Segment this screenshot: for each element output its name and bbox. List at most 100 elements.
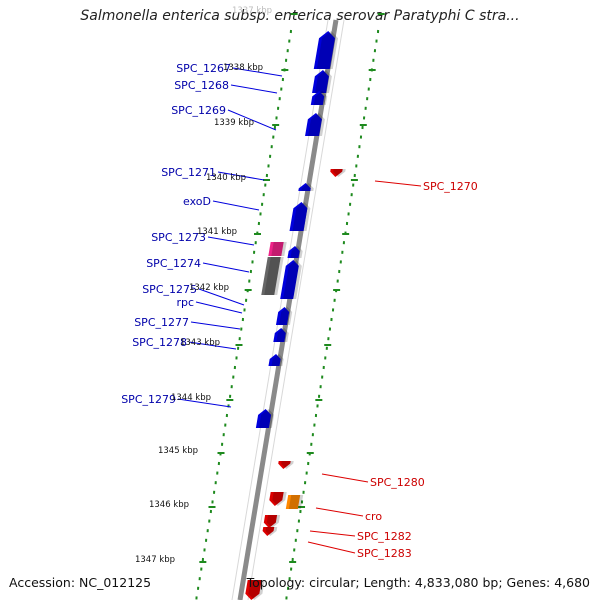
gene-block-12-shade	[258, 409, 275, 428]
gene-red-4-body[interactable]	[263, 515, 278, 528]
gene-label-spc-1278[interactable]: SPC_1278	[132, 336, 187, 349]
gene-red-1-shade	[333, 169, 346, 177]
gene-block-6-shade	[292, 202, 311, 231]
accession-label: Accession: NC_012125	[9, 575, 152, 590]
gene-block-11-body[interactable]	[268, 354, 281, 366]
scale-label: 1342 kbp	[189, 283, 229, 293]
gene-label-spc-1274[interactable]: SPC_1274	[146, 257, 201, 270]
gene-label-exod[interactable]: exoD	[183, 195, 211, 208]
gene-label-spc-1268[interactable]: SPC_1268	[174, 79, 229, 92]
gene-labels: SPC_1267 SPC_1268 SPC_1269 SPC_1271 exoD SPC_…	[121, 62, 478, 560]
gene-block-1-body[interactable]	[313, 31, 336, 69]
gene-red-2-shade	[281, 461, 294, 469]
scale-label: 1338 kbp	[223, 63, 263, 73]
gene-label-spc-1282[interactable]: SPC_1282	[357, 530, 412, 543]
scale-label: 1346 kbp	[149, 500, 189, 510]
leader-line	[195, 301, 243, 314]
gene-red-5-shade	[265, 527, 278, 536]
gene-block-9-body[interactable]	[275, 307, 290, 325]
gene-label-spc-1270[interactable]: SPC_1270	[423, 180, 478, 193]
gene-label-spc-1277[interactable]: SPC_1277	[134, 316, 189, 329]
gene-block-6-body[interactable]	[289, 202, 308, 231]
map-title: Salmonella enterica subsp. enterica sero…	[80, 8, 520, 24]
gene-block-12-body[interactable]	[255, 409, 272, 428]
leader-line	[315, 507, 364, 517]
gene-block-12[interactable]	[255, 409, 275, 428]
gene-red-3-body[interactable]	[269, 492, 284, 506]
gene-block-8-body[interactable]	[280, 260, 299, 299]
gene-label-spc-1283[interactable]: SPC_1283	[357, 547, 412, 560]
leader-line	[190, 321, 241, 330]
gene-label-spc-1280[interactable]: SPC_1280	[370, 476, 425, 489]
gene-red-2[interactable]	[278, 461, 294, 469]
gene-block-5-body[interactable]	[298, 183, 311, 191]
gene-red-3[interactable]	[269, 492, 287, 506]
gene-block-8-shade	[283, 260, 302, 299]
gene-block-3-shade	[313, 91, 328, 105]
gene-block-1[interactable]	[313, 31, 339, 69]
gene-block-1-shade	[316, 31, 339, 69]
gene-red-6-body[interactable]	[245, 580, 262, 600]
gene-block-3[interactable]	[310, 91, 328, 105]
gene-features[interactable]	[245, 31, 346, 600]
scale-label: 1345 kbp	[158, 446, 198, 456]
gene-block-11[interactable]	[268, 354, 284, 366]
backbone-line	[237, 19, 339, 600]
gene-red-2-body[interactable]	[278, 461, 291, 469]
gene-block-gray[interactable]	[261, 257, 284, 295]
gene-red-5[interactable]	[262, 527, 278, 536]
scale-label: 1339 kbp	[214, 118, 254, 128]
gene-block-10-body[interactable]	[273, 328, 286, 342]
leader-line	[198, 288, 245, 306]
tick-dots	[195, 13, 385, 600]
gene-label-spc-1275[interactable]: SPC_1275	[142, 283, 197, 296]
leader-line	[374, 180, 422, 187]
gene-block-3-body[interactable]	[310, 91, 325, 105]
gene-block-pink-body[interactable]	[268, 242, 284, 256]
left-track-dots	[195, 29, 292, 600]
gene-block-5[interactable]	[298, 183, 314, 191]
gene-red-4[interactable]	[263, 515, 281, 528]
gene-orange[interactable]	[285, 495, 304, 509]
gene-label-spc-1279[interactable]: SPC_1279	[121, 393, 176, 406]
gene-block-11-shade	[271, 354, 284, 366]
gene-block-gray-shade	[264, 257, 284, 295]
leader-line	[227, 109, 277, 131]
gene-block-4-body[interactable]	[305, 113, 322, 136]
leader-line	[217, 171, 265, 181]
gene-label-rpc[interactable]: rpc	[176, 296, 194, 309]
gene-red-5-body[interactable]	[262, 527, 275, 536]
topology-label: Topology: circular; Length: 4,833,080 bp…	[246, 575, 590, 590]
leader-line	[309, 530, 356, 537]
gene-label-spc-1269[interactable]: SPC_1269	[171, 104, 226, 117]
gene-block-10[interactable]	[273, 328, 289, 342]
gene-orange-body[interactable]	[285, 495, 301, 509]
gene-red-3-shade	[272, 492, 287, 506]
gene-block-6[interactable]	[289, 202, 311, 231]
leader-line	[207, 236, 255, 246]
gene-label-spc-1267[interactable]: SPC_1267	[176, 62, 231, 75]
gene-block-7-body[interactable]	[287, 246, 300, 258]
gene-block-9[interactable]	[275, 307, 293, 325]
gene-red-4-shade	[266, 515, 281, 528]
gene-red-1-body[interactable]	[330, 169, 343, 177]
gene-block-7[interactable]	[287, 246, 303, 258]
gene-label-cro[interactable]: cro	[365, 510, 382, 523]
backbone-edge	[231, 19, 329, 600]
gene-block-2[interactable]	[312, 70, 332, 93]
gene-red-6[interactable]	[245, 580, 265, 600]
gene-label-spc-1271[interactable]: SPC_1271	[161, 166, 216, 179]
gene-orange-shade	[288, 495, 304, 509]
gene-block-8[interactable]	[280, 260, 302, 299]
scale-label: 1347 kbp	[135, 555, 175, 565]
gene-block-4[interactable]	[305, 113, 325, 136]
gene-block-2-body[interactable]	[312, 70, 329, 93]
gene-block-gray-body[interactable]	[261, 257, 281, 295]
scale-label: 1343 kbp	[180, 338, 220, 348]
leader-line	[177, 398, 232, 408]
gene-red-6-shade	[248, 580, 265, 600]
gene-block-pink[interactable]	[268, 242, 287, 256]
gene-red-1[interactable]	[330, 169, 346, 177]
gene-label-spc-1273[interactable]: SPC_1273	[151, 231, 206, 244]
